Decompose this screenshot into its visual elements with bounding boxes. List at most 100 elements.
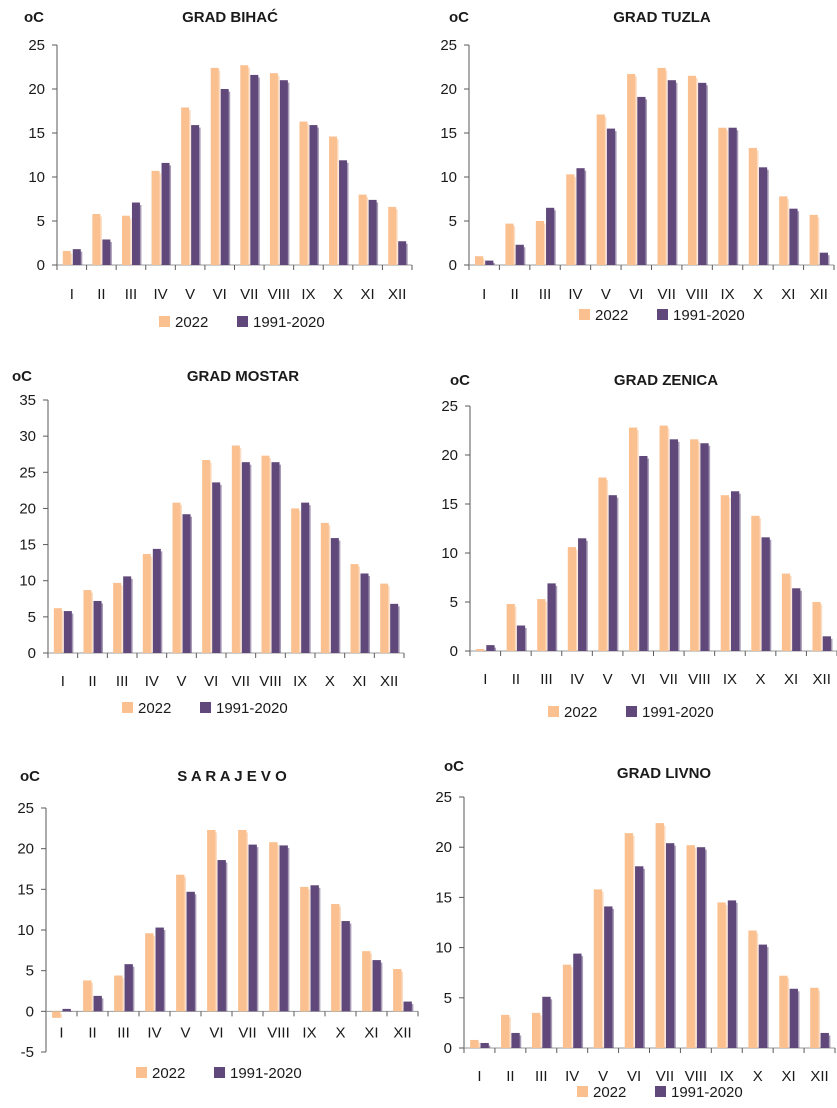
y-tick-label: 20 bbox=[440, 81, 457, 98]
bar-2022-side bbox=[758, 518, 762, 651]
x-tick-label: V bbox=[185, 286, 195, 303]
bar-1991-2020-side bbox=[70, 613, 74, 653]
bar-1991-2020 bbox=[667, 80, 676, 265]
x-tick-label: IX bbox=[720, 286, 734, 303]
chart-title: GRAD ZENICA bbox=[614, 372, 718, 389]
x-tick-label: XII bbox=[810, 1068, 828, 1085]
bar-2022 bbox=[269, 73, 278, 265]
bar-2022-side bbox=[357, 566, 360, 653]
bar-1991-2020 bbox=[220, 89, 229, 265]
bar-2022-side bbox=[149, 556, 153, 653]
x-tick-label: II bbox=[512, 671, 520, 688]
bar-1991-2020 bbox=[516, 625, 526, 651]
bar-2022-side bbox=[90, 982, 93, 1012]
bar-2022-side bbox=[603, 117, 607, 266]
y-tick-label: 5 bbox=[37, 213, 45, 230]
y-tick-label: 10 bbox=[17, 922, 34, 939]
bar-1991-2020-side bbox=[704, 849, 707, 1048]
bar-1991-2020-side bbox=[614, 131, 617, 265]
bar-1991-2020 bbox=[161, 162, 170, 265]
x-tick-label: II bbox=[506, 1068, 514, 1085]
bar-2022 bbox=[812, 602, 821, 651]
bar-2022 bbox=[114, 975, 123, 1012]
legend-label: 2022 bbox=[564, 704, 597, 721]
bar-2022 bbox=[362, 951, 371, 1012]
unit-label: oC bbox=[20, 768, 40, 785]
y-tick-label: 5 bbox=[444, 990, 452, 1007]
bar-1991-2020 bbox=[665, 843, 675, 1048]
bar-2022-side bbox=[662, 825, 666, 1048]
bar-1991-2020 bbox=[727, 900, 737, 1048]
x-tick-label: IX bbox=[301, 286, 315, 303]
bar-1991-2020 bbox=[155, 927, 164, 1012]
y-tick-label: 0 bbox=[450, 643, 458, 660]
bar-1991-2020 bbox=[789, 208, 798, 265]
bar-2022 bbox=[624, 833, 634, 1048]
bar-2022 bbox=[748, 147, 757, 265]
bar-2022-side bbox=[634, 76, 637, 265]
x-tick-label: XII bbox=[380, 673, 398, 690]
bar-2022-side bbox=[327, 525, 331, 653]
bar-2022-side bbox=[816, 217, 820, 265]
y-tick-label: 25 bbox=[17, 800, 34, 817]
bar-2022 bbox=[210, 67, 219, 265]
bar-2022-side bbox=[477, 1042, 480, 1048]
bar-1991-2020 bbox=[301, 502, 310, 653]
bar-2022 bbox=[358, 194, 367, 265]
bar-1991-2020-side bbox=[585, 540, 588, 651]
legend-swatch bbox=[657, 309, 668, 320]
x-tick-label: III bbox=[116, 673, 129, 690]
bar-2022 bbox=[62, 250, 71, 265]
bar-1991-2020-side bbox=[79, 251, 83, 265]
bar-1991-2020-side bbox=[346, 162, 349, 265]
y-tick-label: 20 bbox=[17, 841, 34, 858]
y-tick-label: 0 bbox=[26, 1003, 34, 1020]
bar-2022-side bbox=[121, 978, 124, 1012]
x-tick-label: XII bbox=[813, 671, 831, 688]
x-tick-label: VI bbox=[627, 1068, 641, 1085]
x-tick-label: VI bbox=[629, 286, 643, 303]
bar-2022 bbox=[83, 590, 92, 653]
bar-2022-side bbox=[666, 428, 670, 651]
bar-1991-2020-side bbox=[367, 575, 371, 653]
bar-2022-side bbox=[158, 173, 162, 265]
x-tick-label: IV bbox=[145, 673, 159, 690]
bar-1991-2020-side bbox=[131, 966, 135, 1012]
bar-1991-2020 bbox=[102, 239, 111, 265]
x-tick-label: III bbox=[125, 286, 138, 303]
bar-1991-2020-side bbox=[286, 82, 290, 265]
bar-1991-2020-side bbox=[109, 241, 112, 265]
x-tick-label: XI bbox=[784, 671, 798, 688]
bar-1991-2020 bbox=[341, 921, 350, 1012]
bar-2022 bbox=[291, 508, 300, 653]
x-tick-label: X bbox=[335, 1024, 345, 1041]
bar-2022 bbox=[567, 547, 577, 651]
x-tick-label: VII bbox=[658, 286, 676, 303]
bar-2022-side bbox=[217, 70, 221, 265]
y-tick-label: 20 bbox=[19, 500, 36, 517]
y-tick-label: 10 bbox=[435, 940, 452, 957]
bar-2022-side bbox=[268, 458, 271, 653]
bar-1991-2020-side bbox=[677, 441, 680, 651]
bar-1991-2020-side bbox=[707, 445, 711, 651]
bar-2022 bbox=[598, 477, 607, 651]
x-tick-label: IX bbox=[302, 1024, 316, 1041]
bar-1991-2020 bbox=[485, 260, 494, 265]
bar-2022 bbox=[142, 553, 151, 653]
bar-2022 bbox=[686, 845, 695, 1048]
bar-1991-2020-side bbox=[286, 847, 290, 1012]
x-tick-label: VII bbox=[656, 1068, 674, 1085]
x-tick-label: VIII bbox=[685, 1068, 708, 1085]
bar-2022-side bbox=[276, 844, 279, 1012]
bar-2022-side bbox=[789, 576, 792, 651]
y-tick-label: 20 bbox=[28, 81, 45, 98]
bar-1991-2020-side bbox=[549, 999, 553, 1048]
bar-2022-side bbox=[513, 606, 517, 651]
bar-1991-2020-side bbox=[162, 930, 166, 1012]
bar-2022 bbox=[690, 439, 699, 651]
bar-2022-side bbox=[183, 877, 186, 1012]
x-tick-label: I bbox=[70, 286, 74, 303]
bar-2022 bbox=[566, 174, 575, 265]
bar-2022 bbox=[593, 889, 603, 1048]
bar-1991-2020-side bbox=[611, 908, 614, 1048]
